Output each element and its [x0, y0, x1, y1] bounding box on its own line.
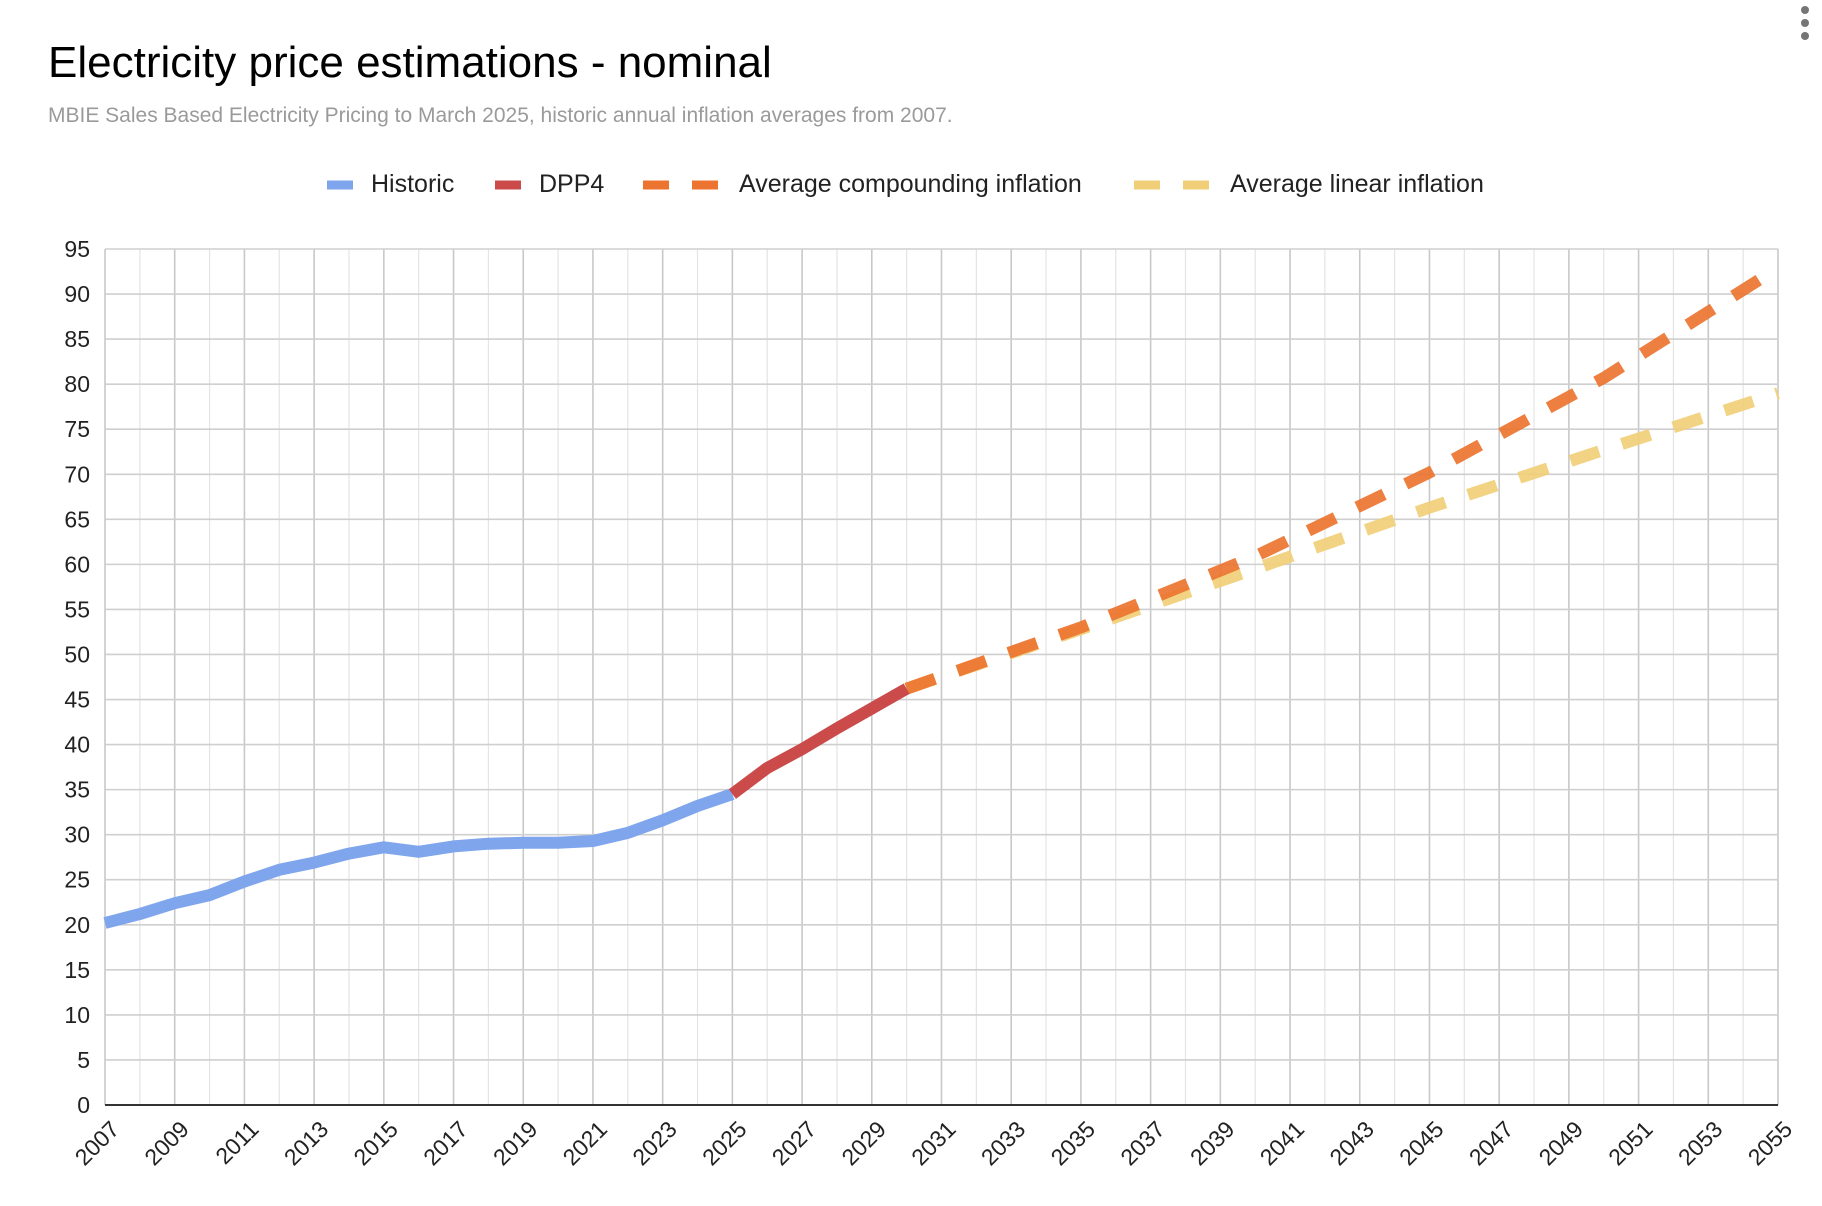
y-tick-label: 20: [64, 912, 90, 938]
series-line-dpp4: [728, 683, 910, 799]
chart-legend: Historic DPP4 Average compounding inflat…: [0, 166, 1822, 202]
series-line-average-linear-inflation: [904, 387, 1780, 695]
legend-label-compounding: Average compounding inflation: [739, 170, 1082, 198]
legend-label-dpp4: DPP4: [539, 170, 605, 198]
x-tick-label: 2037: [1115, 1116, 1170, 1171]
y-tick-label: 95: [64, 236, 90, 262]
legend-label-historic: Historic: [371, 170, 455, 198]
x-tick-label: 2029: [836, 1116, 891, 1171]
y-tick-label: 0: [77, 1092, 90, 1118]
x-tick-label: 2025: [697, 1116, 752, 1171]
y-tick-label: 35: [64, 777, 90, 803]
x-axis-ticks: 2007 2009 2011 2013 2015 2017 2019 2021 2023 2025…: [70, 1116, 1798, 1171]
y-axis-ticks: 0 5 10 15 20 25 30 35 40 45 50 55 60 65 70 75 80 85 90 95: [64, 236, 90, 1118]
x-tick-label: 2055: [1743, 1116, 1798, 1171]
x-tick-label: 2043: [1324, 1116, 1379, 1171]
y-tick-label: 65: [64, 506, 90, 532]
y-tick-label: 10: [64, 1002, 90, 1028]
x-tick-label: 2023: [627, 1116, 682, 1171]
y-tick-label: 50: [64, 641, 90, 667]
y-tick-label: 55: [64, 596, 90, 622]
x-tick-label: 2011: [210, 1116, 263, 1169]
x-tick-label: 2053: [1673, 1116, 1728, 1171]
x-tick-label: 2045: [1394, 1116, 1449, 1171]
y-tick-label: 45: [64, 687, 90, 713]
gridlines: [104, 248, 1779, 1106]
y-tick-label: 5: [77, 1047, 90, 1073]
chart-menu-icon[interactable]: [1796, 4, 1814, 44]
x-tick-label: 2021: [558, 1116, 613, 1171]
x-tick-label: 2047: [1464, 1116, 1519, 1171]
x-tick-label: 2027: [767, 1116, 822, 1171]
y-tick-label: 80: [64, 371, 90, 397]
x-tick-label: 2007: [70, 1116, 125, 1171]
x-tick-label: 2051: [1603, 1116, 1658, 1171]
y-tick-label: 90: [64, 281, 90, 307]
y-tick-label: 25: [64, 867, 90, 893]
legend-swatch-dpp4: [495, 180, 521, 190]
legend-swatch-compounding: [643, 180, 718, 190]
legend-swatch-linear: [1134, 180, 1209, 190]
x-tick-label: 2033: [976, 1116, 1031, 1171]
y-tick-label: 30: [64, 822, 90, 848]
x-tick-label: 2009: [139, 1116, 194, 1171]
x-tick-label: 2013: [279, 1116, 334, 1171]
series-line-average-compounding-inflation: [904, 262, 1782, 695]
legend-swatch-historic: [327, 180, 353, 190]
y-tick-label: 15: [64, 957, 90, 983]
y-tick-label: 85: [64, 326, 90, 352]
x-tick-label: 2041: [1255, 1116, 1310, 1171]
x-tick-label: 2039: [1185, 1116, 1240, 1171]
x-tick-label: 2031: [906, 1116, 961, 1171]
series-line-historic: [103, 788, 735, 929]
y-tick-label: 75: [64, 416, 90, 442]
y-tick-label: 70: [64, 461, 90, 487]
y-tick-label: 60: [64, 551, 90, 577]
chart-subtitle: MBIE Sales Based Electricity Pricing to …: [48, 104, 953, 127]
x-tick-label: 2019: [488, 1116, 543, 1171]
x-tick-label: 2015: [348, 1116, 403, 1171]
x-tick-label: 2017: [418, 1116, 473, 1171]
x-tick-label: 2049: [1533, 1116, 1588, 1171]
y-tick-label: 40: [64, 732, 90, 758]
x-tick-label: 2035: [1046, 1116, 1101, 1171]
legend-label-linear: Average linear inflation: [1230, 170, 1484, 198]
chart-title: Electricity price estimations - nominal: [48, 38, 772, 87]
